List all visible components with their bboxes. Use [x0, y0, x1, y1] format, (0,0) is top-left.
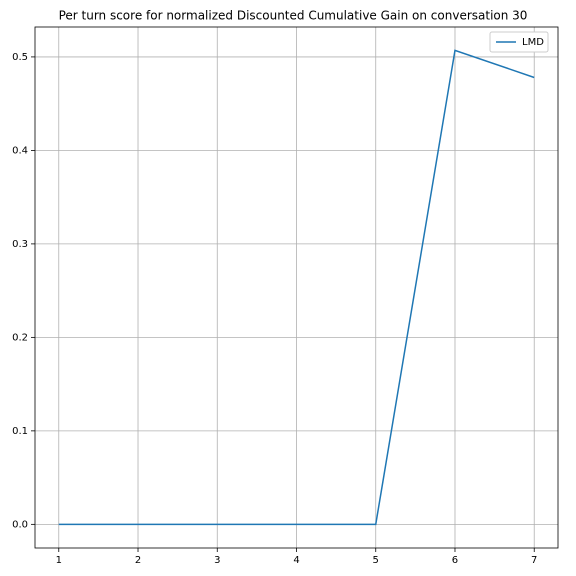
x-tick-label: 1 — [56, 555, 62, 566]
plot-frame — [34, 26, 559, 549]
x-tick-label: 4 — [293, 555, 299, 566]
line — [58, 49, 535, 526]
legend-box — [489, 31, 549, 53]
y-tick-label: 0.3 — [12, 239, 28, 250]
x-tick-label: 2 — [135, 555, 141, 566]
y-tick-label: 0.2 — [12, 332, 28, 343]
x-tick-label: 3 — [214, 555, 220, 566]
y-tick-label: 0.1 — [12, 426, 28, 437]
x-tick-label: 5 — [373, 555, 379, 566]
y-tick-label: 0.0 — [12, 519, 28, 530]
x-tick-label: 7 — [531, 555, 537, 566]
legend-label: LMD — [522, 37, 544, 48]
x-tick-label: 6 — [452, 555, 458, 566]
chart-title: Per turn score for normalized Discounted… — [59, 9, 528, 23]
y-tick-label: 0.5 — [12, 52, 28, 63]
y-tick-label: 0.4 — [12, 145, 28, 156]
